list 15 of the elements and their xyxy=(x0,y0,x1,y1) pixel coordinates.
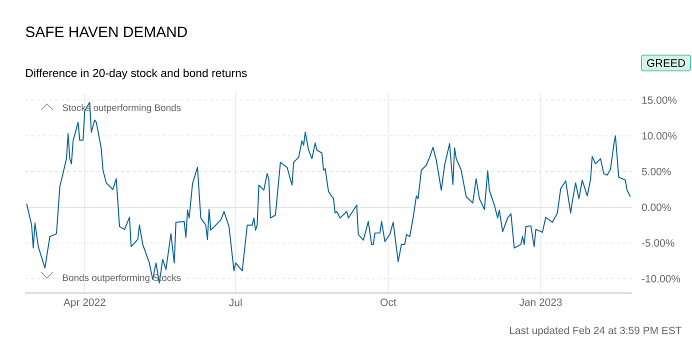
y-tick-label: 5.00% xyxy=(642,168,671,176)
y-tick-label: -5.00% xyxy=(642,239,674,247)
x-tick-label: Oct xyxy=(380,298,396,306)
y-tick-label: 15.00% xyxy=(642,96,677,104)
x-tick-label: Jul xyxy=(229,298,242,306)
line-series xyxy=(26,102,631,284)
chart-subtitle: Difference in 20-day stock and bond returns xyxy=(26,68,247,80)
y-tick-label: 10.00% xyxy=(642,132,677,140)
chart-title: SAFE HAVEN DEMAND xyxy=(26,26,187,38)
x-tick-label: Jan 2023 xyxy=(519,298,562,306)
y-tick-label: 0.00% xyxy=(642,204,671,211)
x-tick-label: Apr 2022 xyxy=(63,298,106,308)
y-tick-label: -10.00% xyxy=(642,275,680,282)
text: Last updated Feb 24 at 3:59 PM EST xyxy=(510,326,682,336)
text: GREED xyxy=(647,59,685,67)
